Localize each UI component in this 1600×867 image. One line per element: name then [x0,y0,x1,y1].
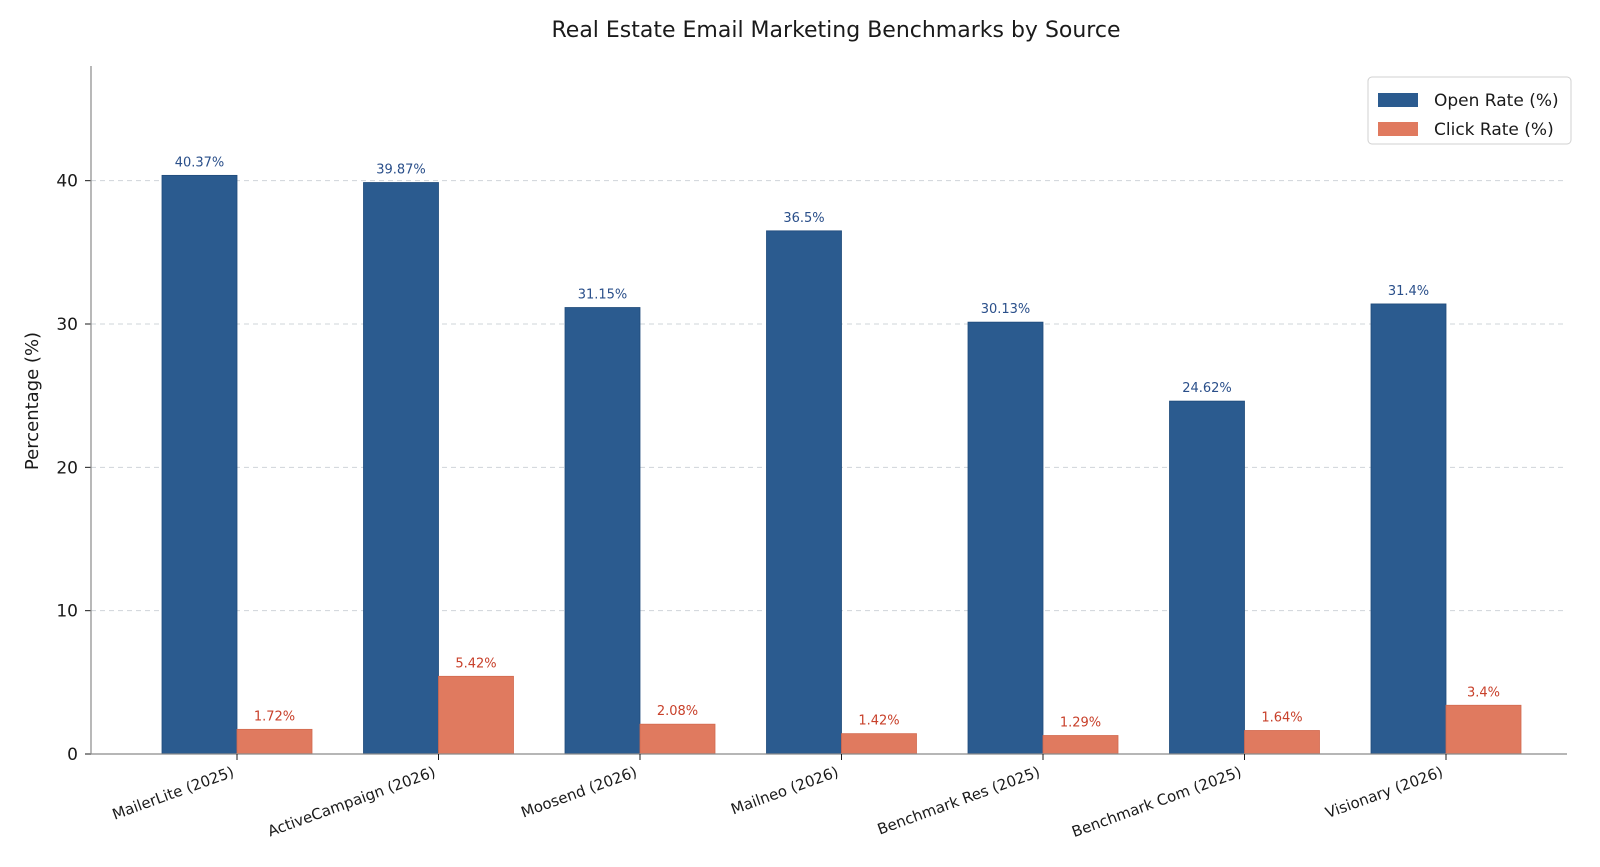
click-rate-label-4: 1.29% [1060,716,1101,731]
legend-label-1: Click Rate (%) [1434,120,1554,140]
open-rate-label-3: 36.5% [783,211,824,226]
legend-swatch-0 [1378,93,1418,107]
x-tick-label-6: Visionary (2026) [1323,763,1445,822]
open-rate-label-5: 24.62% [1182,381,1232,396]
click-rate-label-6: 3.4% [1467,685,1500,700]
click-rate-bar-0 [236,728,313,755]
open-rate-bar-5 [1169,400,1245,755]
click-rate-label-5: 1.64% [1261,710,1302,725]
y-tick-label: 10 [56,602,78,622]
open-rate-bar-6 [1370,303,1447,755]
open-rate-label-6: 31.4% [1388,284,1429,299]
click-rate-bar-2 [639,723,716,755]
x-tick-label-1: ActiveCampaign (2026) [265,763,438,841]
click-rate-bar-3 [841,733,917,755]
y-tick-label: 40 [56,172,78,192]
open-rate-label-2: 31.15% [578,288,628,303]
open-rate-bar-0 [161,174,238,755]
data-labels: 40.37% 1.72% 39.87% 5.42% 31.15% 2.08% 36.5% 1.… [175,155,1500,730]
open-rate-bar-2 [564,307,641,755]
y-tick-label: 30 [56,315,78,335]
open-rate-bar-4 [967,321,1044,755]
x-tick-label-5: Benchmark Com (2025) [1069,763,1243,841]
click-rate-label-3: 1.42% [858,714,899,729]
click-rate-bar-1 [438,675,514,755]
click-rate-bar-4 [1042,735,1119,755]
legend: Open Rate (%) Click Rate (%) [1367,76,1572,145]
y-tick-label: 0 [67,745,78,765]
legend-swatch-1 [1378,122,1418,136]
chart-title: Real Estate Email Marketing Benchmarks b… [551,18,1120,43]
open-rate-label-0: 40.37% [175,155,225,170]
open-rate-label-1: 39.87% [376,163,426,178]
y-axis-label: Percentage (%) [22,332,43,470]
open-rate-bar-1 [363,182,439,755]
click-rate-label-1: 5.42% [455,656,496,671]
open-rate-label-4: 30.13% [981,302,1031,317]
x-tick-label-2: Moosend (2026) [519,763,640,822]
x-tick-label-4: Benchmark Res (2025) [875,763,1042,839]
legend-label-0: Open Rate (%) [1434,91,1559,111]
open-rate-bar-3 [766,230,842,755]
click-rate-label-0: 1.72% [254,709,295,724]
x-tick-label-0: MailerLite (2025) [110,763,237,824]
click-rate-label-2: 2.08% [657,704,698,719]
bars [161,174,1522,755]
click-rate-bar-6 [1445,704,1522,755]
y-tick-label: 20 [56,458,78,478]
click-rate-bar-5 [1244,730,1320,755]
x-tick-label-3: Mailneo (2026) [728,763,840,819]
legend-frame [1367,76,1572,145]
